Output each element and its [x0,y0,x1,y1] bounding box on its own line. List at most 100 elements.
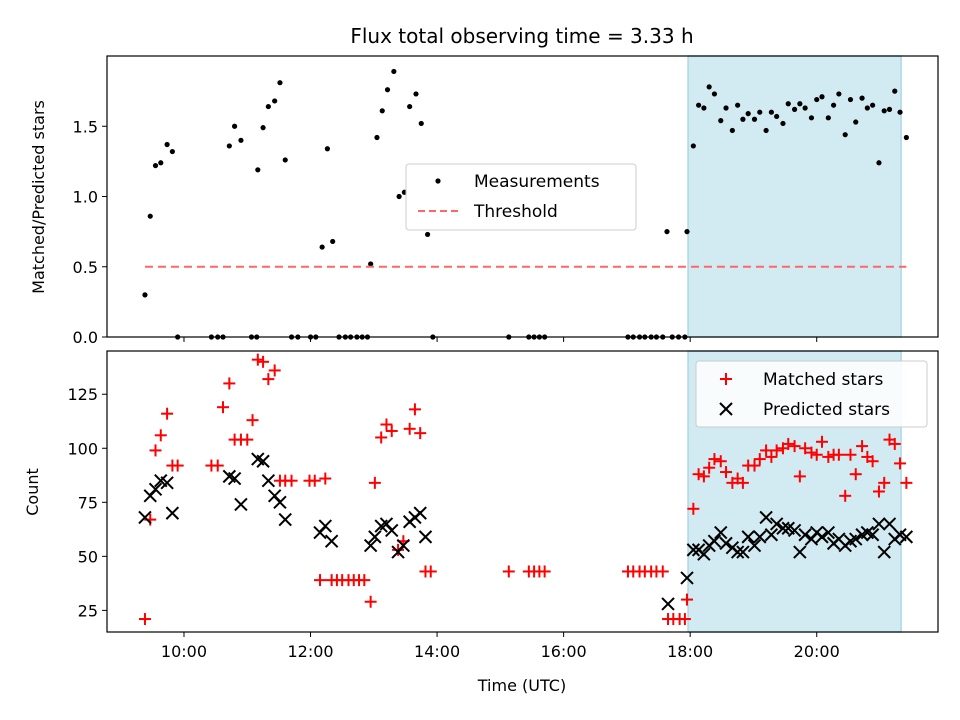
top-axes: 0.0 0.5 1.0 1.5 [73,117,818,347]
top-y-tick-label: 0.0 [73,328,98,347]
point-predicted-stars [324,534,339,548]
point-matched-stars [308,474,321,487]
x-tick-label: 18:00 [667,642,713,661]
bottom-legend-box [695,360,928,428]
point-predicted-stars [261,473,276,488]
point-measurements [711,91,718,97]
x-tick-label: 20:00 [794,642,840,661]
point-matched-stars [414,427,427,440]
point-measurements [735,102,741,108]
point-measurements [147,213,153,219]
bottom-y-axis-label: Count [23,468,42,516]
point-predicted-stars [872,517,886,531]
point-measurements [277,80,283,86]
point-matched-stars [403,422,416,435]
point-matched-stars [161,407,174,420]
point-matched-stars [888,437,901,450]
top-y-tick-label: 1.5 [73,117,98,136]
point-predicted-stars [686,543,701,557]
point-measurements [897,109,903,115]
point-measurements [768,109,774,115]
legend-label-threshold: Threshold [473,202,558,222]
point-measurements [690,143,696,149]
point-matched-stars [681,593,694,606]
point-matched-stars [678,613,691,626]
bottom-y-tick-label: 75 [78,493,98,512]
bottom-y-tick-label: 50 [78,547,98,566]
point-predicted-stars [736,545,750,559]
point-measurements [757,109,763,115]
point-measurements [870,102,876,108]
legend-label-matched-stars: Matched stars [763,370,883,390]
point-predicted-stars [661,597,675,611]
top-legend: Measurements Threshold [405,163,637,231]
point-measurements [418,120,424,127]
point-predicted-stars [234,497,248,512]
point-predicted-stars [278,512,292,527]
point-measurements [774,113,780,120]
point-predicted-stars [741,530,755,544]
legend-marker-predicted-stars [719,402,733,416]
top-y-tick-label: 1.0 [73,188,98,207]
point-matched-stars [138,613,151,626]
point-measurements [892,88,898,94]
point-measurements [763,127,769,134]
point-predicted-stars [747,538,762,553]
point-measurements [814,96,820,103]
point-matched-stars [171,459,184,472]
point-matched-stars [753,453,766,466]
point-measurements [330,238,336,245]
point-measurements [808,115,815,121]
point-predicted-stars [227,471,242,486]
point-matched-stars [697,470,710,483]
point-measurements [836,91,842,97]
point-predicted-stars [318,519,333,533]
point-predicted-stars [849,532,863,546]
point-matched-stars [656,565,669,578]
point-predicted-stars [385,523,399,538]
point-matched-stars [251,353,264,366]
point-measurements [164,141,170,148]
point-measurements [886,106,893,112]
point-matched-stars [822,450,835,463]
point-predicted-stars [165,506,180,520]
point-matched-stars [319,472,332,485]
top-plot-frame [106,55,939,338]
point-predicted-stars [418,530,433,544]
top-y-axis-label: Matched/Predicted stars [29,100,48,294]
x-tick-label: 14:00 [414,642,460,661]
point-matched-stars [703,461,716,474]
point-predicted-stars [413,506,427,520]
point-predicted-stars [793,545,807,559]
point-measurements [684,229,690,235]
point-measurements [797,101,803,107]
point-measurements [413,91,419,97]
point-matched-stars [748,459,761,472]
top-panel: 0.0 0.5 1.0 1.5 Matched/Predicted stars Mea… [29,55,939,347]
point-predicted-stars [877,545,891,559]
point-matched-stars [760,444,773,457]
point-matched-stars [839,489,852,502]
point-measurements [255,167,261,173]
point-matched-stars [714,455,727,468]
point-matched-stars [849,468,862,481]
point-predicted-stars [160,476,174,490]
point-matched-stars [211,459,224,472]
point-predicted-stars [680,571,694,585]
bottom-y-tick-label: 25 [78,601,98,620]
point-measurements [152,162,159,169]
point-measurements [260,125,266,131]
point-predicted-stars [776,521,790,535]
x-tick-label: 16:00 [541,642,587,661]
point-matched-stars [720,466,733,479]
point-measurements [729,127,735,134]
point-measurements [859,95,865,101]
point-measurements [664,229,670,235]
point-measurements [379,108,385,114]
point-measurements [876,160,882,166]
point-matched-stars [878,476,891,489]
top-shaded-region [687,55,902,338]
bottom-legend: Matched stars Predicted stars [695,360,928,428]
point-measurements [232,123,238,129]
point-matched-stars [368,476,381,489]
